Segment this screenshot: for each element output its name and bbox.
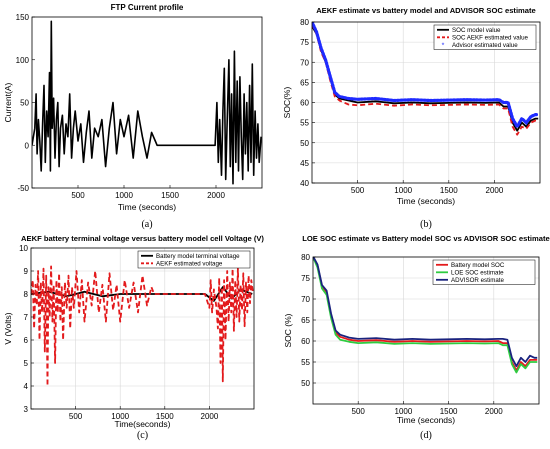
x-tick-label: 2000 [201,412,219,421]
y-tick-label: 80 [300,18,309,27]
x-tick-label: 2000 [486,186,504,195]
y-tick-label: 60 [300,99,309,108]
axes-box [30,247,255,410]
y-tick-label: 45 [300,159,309,168]
legend-box [137,250,251,269]
y-tick-label: 55 [300,119,309,128]
x-tick-label: 1000 [395,407,413,416]
chart-title: LOE SOC estimate vs Battery model SOC vs… [302,234,549,243]
legend-entry: AEKF estimated voltage [156,261,223,268]
y-tick-label: 50 [20,99,29,108]
x-tick-label: 1500 [161,191,179,200]
series-group [32,20,262,185]
y-tick-label: 65 [300,78,309,87]
y-tick-label: 75 [301,274,310,283]
x-tick-label: 1500 [440,407,458,416]
legend-marker: * [442,42,445,49]
y-tick-label: 70 [301,295,310,304]
caption: (c) [137,430,148,441]
series-line-2 [312,22,540,130]
x-tick-label: 500 [71,191,85,200]
y-tick-label: 40 [300,179,309,188]
caption: (a) [141,219,152,230]
y-axis-label: SOC(%) [282,87,292,119]
y-tick-label: 150 [16,13,30,22]
x-axis-label: Time(seconds) [115,419,171,429]
y-tick-label: 8 [24,290,29,299]
x-tick-label: 1000 [115,191,133,200]
chart-title: AEKF battery terminal voltage versus bat… [21,234,264,243]
x-tick-label: 500 [69,412,83,421]
x-tick-label: 500 [352,407,366,416]
x-tick-label: 2000 [207,191,225,200]
series-group [31,265,254,387]
x-axis-label: Time (seconds) [397,415,455,425]
legend-entry: ADVISOR estimate [451,277,505,284]
y-tick-label: 4 [24,382,29,391]
series-group [313,257,538,374]
series-line-1 [31,265,254,387]
axes-box [312,256,540,405]
caption: (d) [420,430,432,441]
y-tick-label: 65 [301,316,310,325]
y-axis-label: Current(A) [3,83,13,123]
legend-entry: SOC model value [452,27,501,34]
y-axis-label: V (Volts) [3,312,13,344]
y-tick-label: 5 [24,359,29,368]
legend-entry: Battery model terminal voltage [156,253,240,260]
y-tick-label: 70 [300,58,309,67]
series-line-1 [312,23,539,136]
legend-entry: Advisor estimated value [452,42,518,49]
y-tick-label: 50 [300,139,309,148]
y-tick-label: -50 [17,184,29,193]
x-axis-label: Time (seconds) [397,196,455,206]
series-line-2 [313,257,538,368]
y-tick-label: 50 [301,379,310,388]
x-tick-label: 2000 [485,407,503,416]
y-tick-label: 9 [24,267,29,276]
x-tick-label: 1000 [111,412,129,421]
y-tick-label: 10 [19,244,28,253]
series-group [312,22,540,136]
series-line-1 [313,257,538,374]
y-tick-label: 6 [24,336,29,345]
legend-entry: Battery model SOC [451,262,505,269]
y-tick-label: 55 [301,358,310,367]
x-axis-label: Time (seconds) [118,202,176,212]
y-tick-label: 3 [24,405,29,414]
y-tick-label: 100 [16,56,30,65]
legend-entry: LOE SOC estimate [451,270,504,277]
x-tick-label: 500 [351,186,365,195]
chart-title: FTP Current profile [111,3,184,12]
x-tick-label: 1000 [394,186,412,195]
chart-0: 500 1000 1500 2000 -50 0 50 100 150 FTP Current p… [3,3,263,230]
y-tick-label: 75 [300,38,309,47]
legend-entry: SOC AEKF estimated value [452,35,529,42]
x-tick-label: 1500 [156,412,174,421]
series-line-0 [32,20,262,185]
chart-1: 500 1000 1500 2000 40 45 50 55 60 65 70 75 80 AEKF es… [282,6,541,230]
chart-3: 500 1000 1500 2000 50 55 60 65 70 75 80 LOE SOC est… [283,234,550,441]
y-axis-label: SOC (%) [283,313,293,347]
y-tick-label: 0 [25,141,30,150]
chart-title: AEKF estimate vs battery model and ADVIS… [316,6,536,15]
legend-box [432,259,536,285]
legend-box [433,24,537,50]
y-tick-label: 7 [24,313,29,322]
y-tick-label: 60 [301,337,310,346]
x-tick-label: 1500 [440,186,458,195]
y-tick-label: 80 [301,253,310,262]
caption: (b) [420,219,432,230]
